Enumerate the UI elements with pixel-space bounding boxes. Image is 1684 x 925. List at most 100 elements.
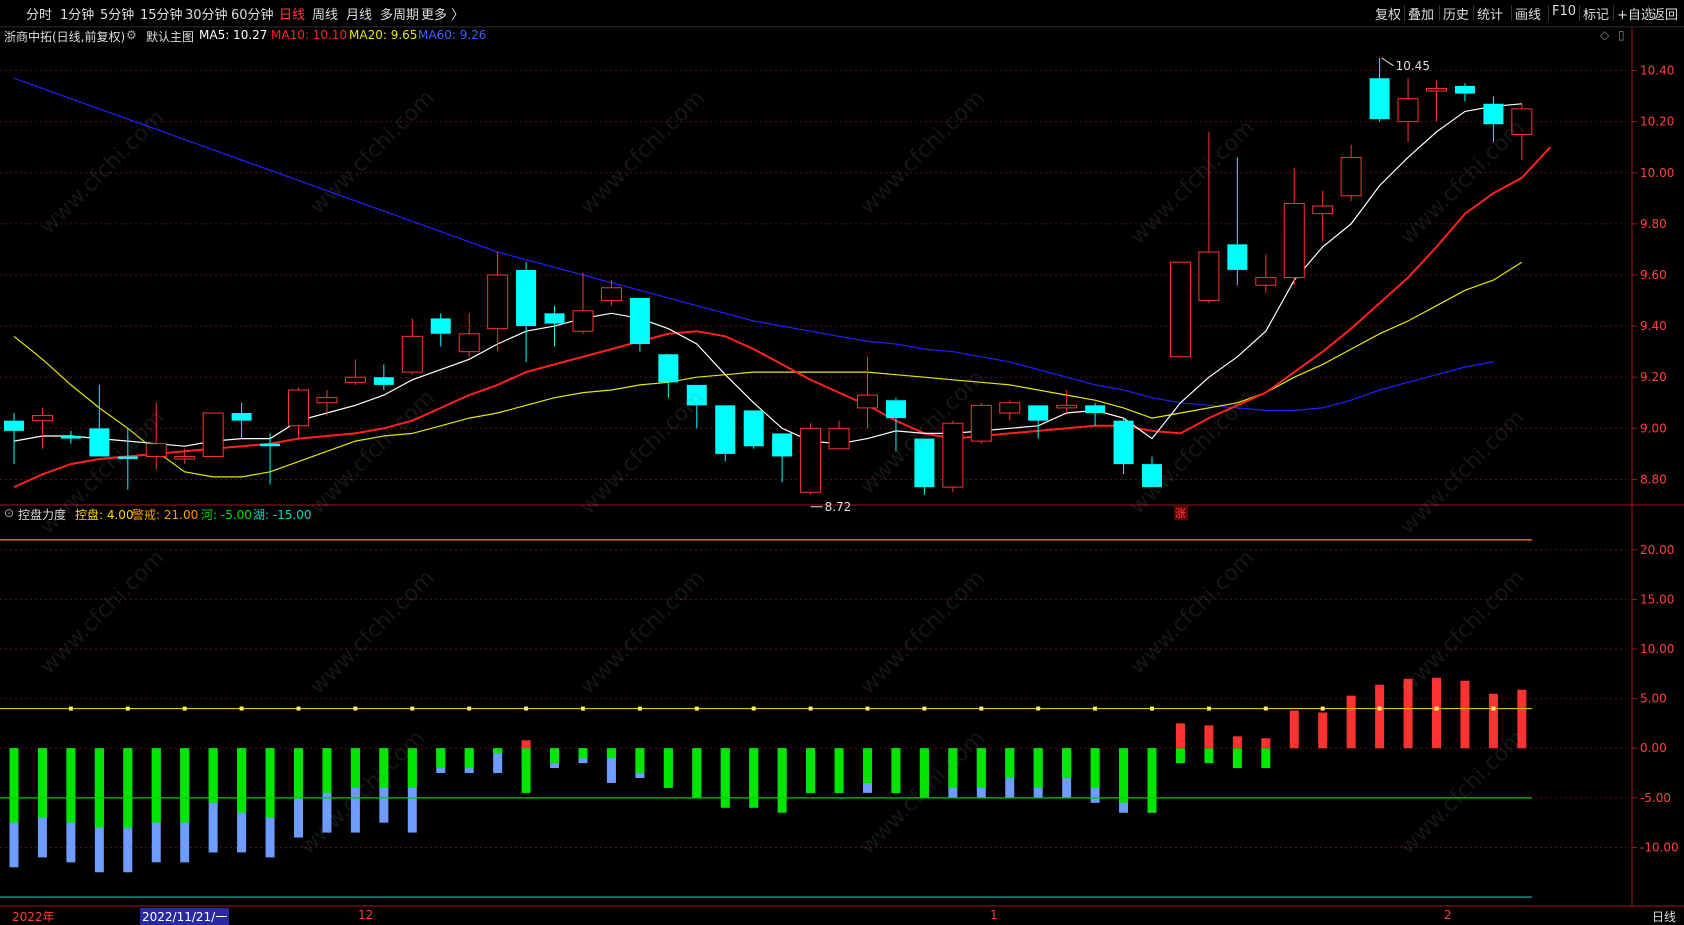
indicator-tick-label: -5.00 xyxy=(1640,791,1671,805)
green-bar xyxy=(806,748,816,793)
green-bar xyxy=(123,748,133,828)
settings-icon[interactable]: ⚙ xyxy=(126,28,137,42)
control-dot xyxy=(1434,706,1439,711)
tab-10[interactable]: 更多 〉 xyxy=(421,8,465,23)
candle-body xyxy=(544,313,565,324)
candle-body xyxy=(715,405,736,454)
control-dot xyxy=(182,706,187,711)
control-dot xyxy=(125,706,130,711)
green-bar xyxy=(834,748,844,793)
ma5-value: MA5: 10.27 xyxy=(199,28,268,42)
ma60-line xyxy=(13,77,1494,411)
period-label[interactable]: 日线 xyxy=(1652,910,1677,924)
candle-body xyxy=(1028,405,1049,421)
green-bar xyxy=(9,748,19,823)
candle-body xyxy=(629,298,650,344)
green-bar xyxy=(550,748,560,764)
tab-6[interactable]: 日线 xyxy=(279,8,306,23)
red-bar xyxy=(1232,736,1242,749)
blue-bar xyxy=(976,748,986,798)
period-toolbar: 分时 1分钟 5分钟 15分钟 30分钟 60分钟 日线 周线 月线 多周期 更多 〉 复权 叠加 历史统… xyxy=(0,0,1684,27)
year-label: 2022年 xyxy=(12,910,55,924)
watermark-text: www.cfchi.com xyxy=(1125,545,1260,680)
green-bar xyxy=(1090,748,1100,788)
green-bar xyxy=(976,748,986,788)
diamond-icon[interactable]: ◇ xyxy=(1600,28,1610,42)
tab-4[interactable]: 30分钟 xyxy=(185,8,228,23)
chevron-down-icon[interactable]: ⊙ xyxy=(4,506,15,520)
candle-body xyxy=(1312,205,1334,215)
tool-0[interactable]: 复权 xyxy=(1375,8,1402,23)
tool-8[interactable]: 返回 xyxy=(1652,8,1679,23)
blue-bar xyxy=(123,748,133,873)
tool-2[interactable]: 历史 xyxy=(1443,8,1470,23)
tab-3[interactable]: 15分钟 xyxy=(140,8,183,23)
blue-bar xyxy=(322,748,332,833)
control-dot xyxy=(1206,706,1211,711)
month-1-label: 1 xyxy=(990,908,998,922)
candle-body xyxy=(1340,156,1362,197)
tab-1[interactable]: 1分钟 xyxy=(60,8,95,23)
main-chart-label[interactable]: 默认主图 xyxy=(146,30,195,44)
tool-3[interactable]: 统计 xyxy=(1477,8,1504,23)
candle-body xyxy=(1397,98,1419,123)
candle-body xyxy=(1255,277,1277,286)
indicator-name[interactable]: 控盘力度 xyxy=(18,508,67,522)
candle-body xyxy=(487,274,509,330)
blue-bar xyxy=(521,748,531,769)
candle-body xyxy=(800,427,822,493)
candle-body xyxy=(1198,251,1220,302)
candle-body xyxy=(458,333,480,353)
blue-bar xyxy=(1090,748,1100,803)
control-dot xyxy=(1377,706,1382,711)
tool-7[interactable]: +自选 xyxy=(1617,8,1654,23)
candle-body xyxy=(516,269,537,327)
green-bar xyxy=(663,748,673,788)
ma10-line xyxy=(13,146,1552,489)
candle-body xyxy=(999,402,1021,414)
collapse-icon[interactable]: ▯ xyxy=(1618,28,1625,42)
blue-bar xyxy=(66,748,76,863)
price-tick-label: 9.00 xyxy=(1640,421,1667,435)
candle-body xyxy=(857,394,878,409)
green-bar xyxy=(294,748,303,798)
he-value: 河: -5.00 xyxy=(201,508,252,522)
tab-2[interactable]: 5分钟 xyxy=(100,8,135,23)
watermark-text: www.cfchi.com xyxy=(1125,385,1260,520)
red-bar xyxy=(1289,710,1299,749)
tab-9[interactable]: 多周期 xyxy=(380,8,420,23)
blue-bar xyxy=(237,748,247,853)
toolbar-divider xyxy=(1648,5,1649,21)
price-tick-label: 10.00 xyxy=(1640,166,1674,180)
red-bar xyxy=(1261,738,1271,749)
candle-body xyxy=(1483,103,1504,125)
red-bar xyxy=(521,740,531,749)
green-bar xyxy=(1232,748,1242,769)
indicator-tick-label: 10.00 xyxy=(1640,642,1674,656)
control-dot xyxy=(751,706,756,711)
tab-0[interactable]: 分时 xyxy=(26,8,53,23)
ma5-line xyxy=(13,103,1522,447)
tool-4[interactable]: 画线 xyxy=(1515,8,1542,23)
tab-5[interactable]: 60分钟 xyxy=(231,8,274,23)
blue-bar xyxy=(863,748,872,793)
tab-7[interactable]: 周线 xyxy=(312,8,339,23)
blue-bar xyxy=(919,748,929,798)
candle-body xyxy=(60,436,81,439)
green-bar xyxy=(66,748,76,823)
tool-6[interactable]: 标记 xyxy=(1583,8,1610,23)
tool-1[interactable]: 叠加 xyxy=(1408,8,1435,23)
control-dot xyxy=(1036,706,1041,711)
tab-8[interactable]: 月线 xyxy=(346,8,373,23)
toolbar-divider xyxy=(1548,5,1549,21)
jingjie-value: 警戒: 21.00 xyxy=(132,508,199,522)
watermark-text: www.cfchi.com xyxy=(1395,115,1530,250)
candle-body xyxy=(942,422,964,488)
green-bar xyxy=(749,748,759,808)
indicator-tick-label: -10.00 xyxy=(1640,840,1679,854)
watermark-text: www.cfchi.com xyxy=(575,385,710,520)
candle-body xyxy=(1454,85,1475,94)
watermark-text: www.cfchi.com xyxy=(855,725,990,860)
tool-5[interactable]: F10 xyxy=(1552,4,1577,19)
